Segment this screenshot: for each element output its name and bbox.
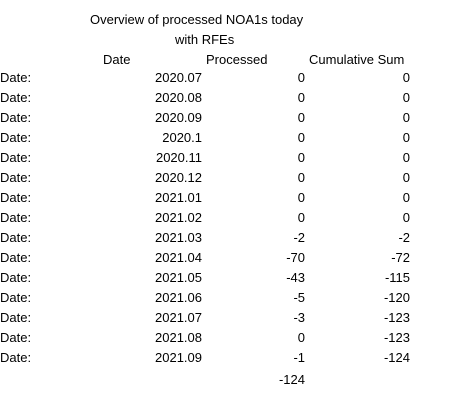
processed-cell[interactable]: 0 xyxy=(297,70,305,85)
row-label-cell[interactable]: Date: xyxy=(0,230,32,245)
cumulative-sum-cell[interactable]: -120 xyxy=(383,290,410,305)
cumulative-sum-cell[interactable]: 0 xyxy=(402,210,410,225)
cumulative-sum-cell[interactable]: 0 xyxy=(402,190,410,205)
date-cell[interactable]: 2020.12 xyxy=(155,170,202,185)
date-cell[interactable]: 2021.07 xyxy=(155,310,202,325)
date-cell[interactable]: 2021.03 xyxy=(155,230,202,245)
date-cell[interactable]: 2020.11 xyxy=(155,150,202,165)
table-row: Date: 2020.07 0 0 xyxy=(0,70,471,90)
table-row: Date: 2021.03 -2 -2 xyxy=(0,230,471,250)
processed-cell[interactable]: 0 xyxy=(297,190,305,205)
cumulative-sum-cell[interactable]: -115 xyxy=(384,270,410,285)
cumulative-sum-cell[interactable]: -123 xyxy=(383,330,410,345)
table-row: Date: 2020.12 0 0 xyxy=(0,170,471,190)
table-row: Date: 2020.08 0 0 xyxy=(0,90,471,110)
table-row: Date: 2021.01 0 0 xyxy=(0,190,471,210)
cumulative-sum-cell[interactable]: 0 xyxy=(402,70,410,85)
table-row: Date: 2021.05 -43 -115 xyxy=(0,270,471,290)
processed-total-cell[interactable]: -124 xyxy=(278,372,305,387)
column-header-processed[interactable]: Processed xyxy=(206,52,268,67)
date-cell[interactable]: 2021.04 xyxy=(155,250,202,265)
row-label-cell[interactable]: Date: xyxy=(0,150,32,165)
data-rows: Date: 2020.07 0 0 Date: 2020.08 0 0 Date: 2020.09… xyxy=(0,70,471,370)
sheet-subtitle[interactable]: with RFEs xyxy=(175,32,235,47)
processed-cell[interactable]: -43 xyxy=(286,270,305,285)
row-label-cell[interactable]: Date: xyxy=(0,130,32,145)
processed-cell[interactable]: -3 xyxy=(293,310,305,325)
row-label-cell[interactable]: Date: xyxy=(0,70,32,85)
processed-cell[interactable]: 0 xyxy=(297,110,305,125)
processed-cell[interactable]: 0 xyxy=(297,170,305,185)
processed-cell[interactable]: 0 xyxy=(297,130,305,145)
table-row: Date: 2020.11 0 0 xyxy=(0,150,471,170)
cumulative-sum-cell[interactable]: -2 xyxy=(398,230,410,245)
table-row: Date: 2020.09 0 0 xyxy=(0,110,471,130)
date-cell[interactable]: 2021.02 xyxy=(155,210,202,225)
row-label-cell[interactable]: Date: xyxy=(0,310,32,325)
row-label-cell[interactable]: Date: xyxy=(0,330,32,345)
date-cell[interactable]: 2021.06 xyxy=(155,290,202,305)
row-label-cell[interactable]: Date: xyxy=(0,210,32,225)
date-cell[interactable]: 2020.09 xyxy=(155,110,202,125)
processed-cell[interactable]: -70 xyxy=(286,250,305,265)
table-row: Date: 2021.08 0 -123 xyxy=(0,330,471,350)
date-cell[interactable]: 2021.01 xyxy=(155,190,202,205)
cumulative-sum-cell[interactable]: 0 xyxy=(402,90,410,105)
date-cell[interactable]: 2021.08 xyxy=(155,330,202,345)
row-label-cell[interactable]: Date: xyxy=(0,250,32,265)
row-label-cell[interactable]: Date: xyxy=(0,290,32,305)
table-row: Date: 2021.06 -5 -120 xyxy=(0,290,471,310)
cumulative-sum-cell[interactable]: 0 xyxy=(402,110,410,125)
table-row: Date: 2021.09 -1 -124 xyxy=(0,350,471,370)
sheet-title[interactable]: Overview of processed NOA1s today xyxy=(90,12,304,27)
cumulative-sum-cell[interactable]: 0 xyxy=(402,150,410,165)
row-label-cell[interactable]: Date: xyxy=(0,110,32,125)
table-row: Date: 2021.07 -3 -123 xyxy=(0,310,471,330)
processed-cell[interactable]: 0 xyxy=(297,150,305,165)
cumulative-sum-cell[interactable]: 0 xyxy=(402,130,410,145)
cumulative-sum-cell[interactable]: -123 xyxy=(383,310,410,325)
processed-cell[interactable]: 0 xyxy=(297,90,305,105)
row-label-cell[interactable]: Date: xyxy=(0,90,32,105)
table-row: Date: 2021.02 0 0 xyxy=(0,210,471,230)
cumulative-sum-cell[interactable]: 0 xyxy=(402,170,410,185)
date-cell[interactable]: 2020.07 xyxy=(155,70,202,85)
column-header-date[interactable]: Date xyxy=(103,52,131,67)
row-label-cell[interactable]: Date: xyxy=(0,270,32,285)
column-header-cumulative-sum[interactable]: Cumulative Sum xyxy=(309,52,405,67)
processed-cell[interactable]: 0 xyxy=(297,210,305,225)
table-row: Date: 2020.1 0 0 xyxy=(0,130,471,150)
row-label-cell[interactable]: Date: xyxy=(0,170,32,185)
processed-cell[interactable]: 0 xyxy=(297,330,305,345)
date-cell[interactable]: 2021.09 xyxy=(155,350,202,365)
date-cell[interactable]: 2020.08 xyxy=(155,90,202,105)
processed-cell[interactable]: -2 xyxy=(293,230,305,245)
cumulative-sum-cell[interactable]: -124 xyxy=(383,350,410,365)
date-cell[interactable]: 2021.05 xyxy=(155,270,202,285)
processed-cell[interactable]: -1 xyxy=(293,350,305,365)
row-label-cell[interactable]: Date: xyxy=(0,190,32,205)
table-row: Date: 2021.04 -70 -72 xyxy=(0,250,471,270)
processed-cell[interactable]: -5 xyxy=(293,290,305,305)
cumulative-sum-cell[interactable]: -72 xyxy=(391,250,410,265)
row-label-cell[interactable]: Date: xyxy=(0,350,32,365)
date-cell[interactable]: 2020.1 xyxy=(162,130,202,145)
